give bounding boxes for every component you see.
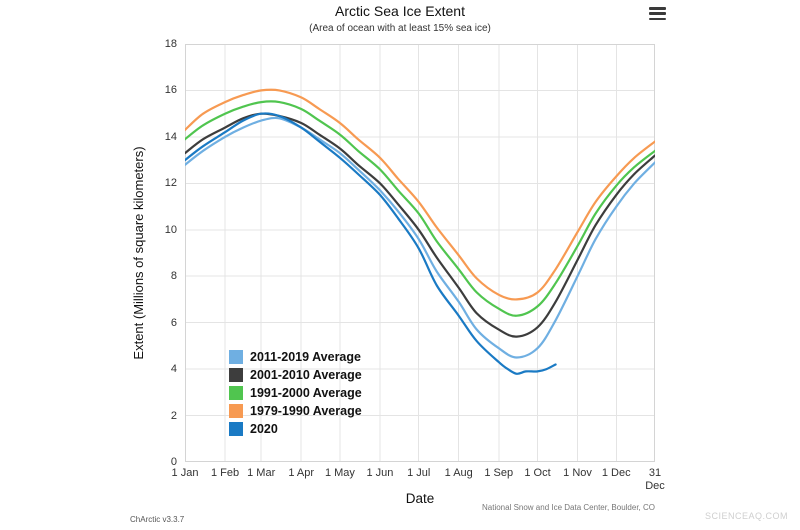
plot-border: [185, 44, 655, 462]
legend-item-2001-2010-average[interactable]: 2001-2010 Average: [229, 366, 362, 384]
legend-item-2020[interactable]: 2020: [229, 420, 362, 438]
data-credit: National Snow and Ice Data Center, Bould…: [482, 503, 655, 512]
x-tick-label: 1 Jul: [407, 467, 431, 479]
legend-label: 2001-2010 Average: [250, 368, 362, 382]
legend-label: 2011-2019 Average: [250, 350, 361, 364]
x-tick-label: 1 Jan: [171, 467, 199, 479]
menu-bar: [649, 12, 666, 15]
series-line-2011-2019-average: [183, 116, 657, 359]
legend-swatch: [229, 350, 243, 364]
chart-title: Arctic Sea Ice Extent: [335, 3, 465, 19]
y-tick-label: 12: [164, 177, 177, 190]
y-tick-label: 16: [164, 84, 177, 97]
y-tick-label: 0: [170, 456, 177, 468]
x-tick-label: 1 Oct: [524, 467, 551, 479]
x-tick-label: 1 Dec: [601, 467, 631, 479]
app-version-label: ChArctic v3.3.7: [130, 515, 185, 524]
y-tick-label: 4: [170, 363, 177, 376]
legend-label: 2020: [250, 422, 278, 436]
x-tick-label: 1 Nov: [563, 467, 592, 479]
x-tick-label: 1 Sep: [484, 467, 514, 479]
x-tick-label: 1 Jun: [366, 467, 394, 479]
menu-bar: [649, 17, 666, 20]
x-tick-label: 1 Feb: [210, 467, 240, 479]
y-tick-label: 18: [164, 38, 177, 50]
x-tick-label: 1 Mar: [247, 467, 276, 479]
x-tick-label: 1 May: [324, 467, 355, 479]
x-tick-label: 1 Apr: [288, 467, 315, 479]
y-axis-label: Extent (Millions of square kilometers): [131, 146, 146, 360]
legend-swatch: [229, 422, 243, 436]
y-tick-label: 6: [170, 316, 177, 329]
series-line-2020: [183, 112, 557, 375]
legend-swatch: [229, 404, 243, 418]
legend-swatch: [229, 368, 243, 382]
legend-item-2011-2019-average[interactable]: 2011-2019 Average: [229, 348, 362, 366]
series-line-2001-2010-average: [183, 112, 657, 338]
watermark: SCIENCEAQ.COM: [704, 511, 788, 521]
legend-item-1991-2000-average[interactable]: 1991-2000 Average: [229, 384, 362, 402]
series-line-1991-2000-average: [183, 100, 657, 317]
x-axis-label: Date: [405, 491, 435, 506]
x-tick-label: 31 Dec: [645, 467, 665, 492]
menu-bar: [649, 7, 666, 10]
chart-menu-button[interactable]: [649, 7, 666, 20]
y-tick-label: 10: [164, 223, 177, 236]
legend: 2011-2019 Average 2001-2010 Average 1991-2…: [229, 348, 362, 438]
chart-subtitle: (Area of ocean with at least 15% sea ice…: [309, 23, 491, 34]
series-line-1979-1990-average: [183, 88, 657, 301]
y-tick-label: 8: [170, 270, 177, 283]
legend-label: 1979-1990 Average: [250, 404, 362, 418]
legend-swatch: [229, 386, 243, 400]
y-tick-label: 14: [164, 130, 177, 143]
x-tick-label: 1 Aug: [444, 467, 473, 479]
legend-label: 1991-2000 Average: [250, 386, 362, 400]
legend-item-1979-1990-average[interactable]: 1979-1990 Average: [229, 402, 362, 420]
y-tick-label: 2: [170, 409, 177, 422]
